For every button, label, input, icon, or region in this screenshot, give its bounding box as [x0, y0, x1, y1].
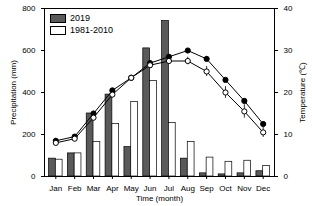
- svg-text:30: 30: [284, 46, 293, 55]
- svg-text:40: 40: [284, 4, 293, 13]
- html-text:2019: 2019: [70, 13, 90, 23]
- html-text:1981-2010: 1981-2010: [70, 25, 113, 35]
- svg-text:Dec: Dec: [256, 184, 270, 193]
- svg-text:Feb: Feb: [68, 184, 82, 193]
- svg-text:Jul: Jul: [164, 184, 174, 193]
- svg-text:200: 200: [22, 130, 36, 139]
- svg-text:Temperature (℃): Temperature (℃): [298, 62, 307, 123]
- svg-text:May: May: [124, 184, 139, 193]
- svg-text:Apr: Apr: [106, 184, 119, 193]
- svg-text:20: 20: [284, 88, 293, 97]
- svg-text:Precipitation (mm): Precipitation (mm): [9, 60, 18, 125]
- svg-text:600: 600: [22, 46, 36, 55]
- svg-text:Nov: Nov: [237, 184, 251, 193]
- svg-text:Time (month): Time (month): [136, 194, 184, 203]
- svg-text:Jan: Jan: [49, 184, 62, 193]
- svg-text:10: 10: [284, 130, 293, 139]
- svg-text:0: 0: [31, 172, 36, 181]
- svg-text:0: 0: [284, 172, 289, 181]
- svg-text:Sep: Sep: [200, 184, 215, 193]
- svg-text:Jun: Jun: [144, 184, 157, 193]
- svg-text:Aug: Aug: [181, 184, 195, 193]
- svg-text:Oct: Oct: [219, 184, 232, 193]
- svg-text:800: 800: [22, 4, 36, 13]
- svg-text:Mar: Mar: [87, 184, 101, 193]
- svg-text:400: 400: [22, 88, 36, 97]
